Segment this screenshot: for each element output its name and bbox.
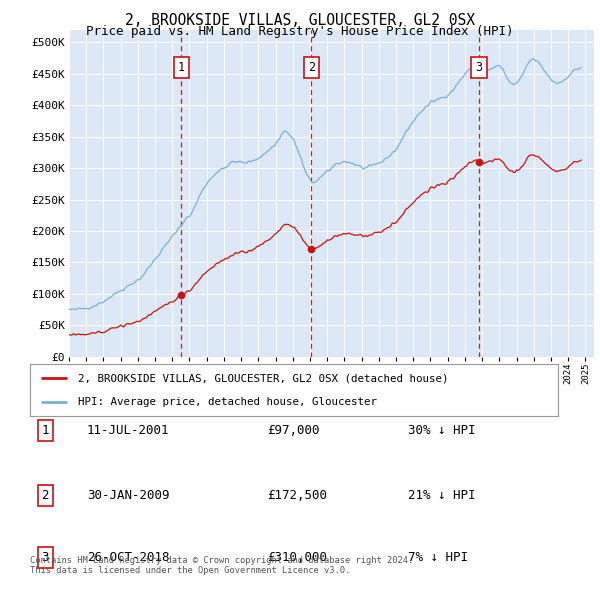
Text: HPI: Average price, detached house, Gloucester: HPI: Average price, detached house, Glou… xyxy=(77,397,377,407)
Text: £97,000: £97,000 xyxy=(267,424,320,437)
Text: 7% ↓ HPI: 7% ↓ HPI xyxy=(408,551,468,564)
Text: 1: 1 xyxy=(41,424,49,437)
Text: 2: 2 xyxy=(308,61,315,74)
Text: 21% ↓ HPI: 21% ↓ HPI xyxy=(408,489,476,502)
Text: 30-JAN-2009: 30-JAN-2009 xyxy=(87,489,170,502)
Text: Price paid vs. HM Land Registry's House Price Index (HPI): Price paid vs. HM Land Registry's House … xyxy=(86,25,514,38)
Text: 30% ↓ HPI: 30% ↓ HPI xyxy=(408,424,476,437)
Text: 3: 3 xyxy=(41,551,49,564)
Text: 1: 1 xyxy=(178,61,185,74)
Text: 3: 3 xyxy=(475,61,482,74)
Text: 2: 2 xyxy=(41,489,49,502)
Text: £310,000: £310,000 xyxy=(267,551,327,564)
Text: £172,500: £172,500 xyxy=(267,489,327,502)
Text: 26-OCT-2018: 26-OCT-2018 xyxy=(87,551,170,564)
Text: 2, BROOKSIDE VILLAS, GLOUCESTER, GL2 0SX: 2, BROOKSIDE VILLAS, GLOUCESTER, GL2 0SX xyxy=(125,13,475,28)
Text: Contains HM Land Registry data © Crown copyright and database right 2024.
This d: Contains HM Land Registry data © Crown c… xyxy=(30,556,413,575)
Text: 11-JUL-2001: 11-JUL-2001 xyxy=(87,424,170,437)
Text: 2, BROOKSIDE VILLAS, GLOUCESTER, GL2 0SX (detached house): 2, BROOKSIDE VILLAS, GLOUCESTER, GL2 0SX… xyxy=(77,373,448,383)
